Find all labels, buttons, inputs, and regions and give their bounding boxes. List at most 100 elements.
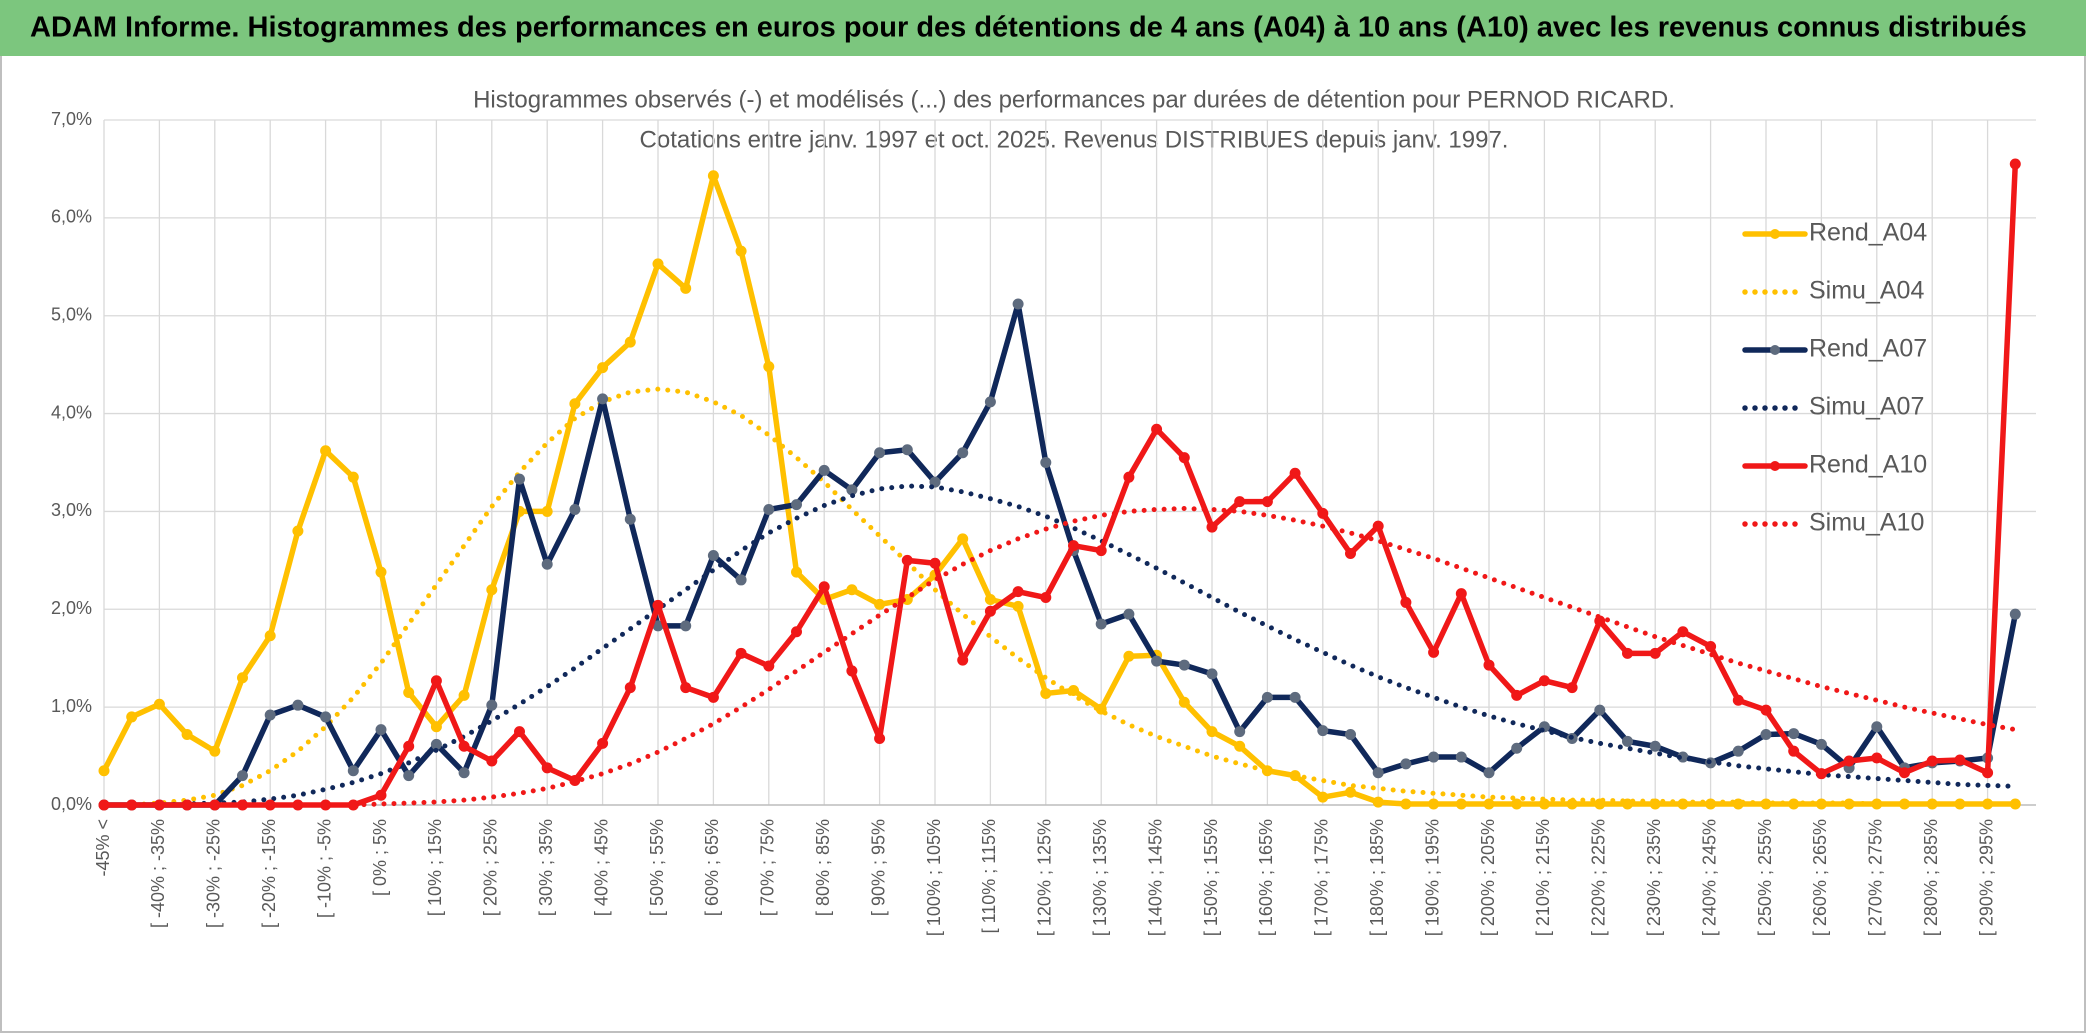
- x-tick-label: [ 40% ; 45%: [591, 819, 611, 916]
- data-point: [430, 721, 442, 733]
- data-point: [292, 525, 304, 537]
- data-point: [1345, 729, 1356, 741]
- data-point: [1123, 650, 1135, 662]
- data-point: [1511, 798, 1523, 810]
- x-tick-label: [ 210% ; 215%: [1533, 819, 1553, 936]
- legend: Rend_A04 Simu_A04 Rend_A07 Simu_A07 Rend_A10…: [1742, 219, 1927, 537]
- data-point: [1622, 735, 1633, 747]
- data-point: [1178, 452, 1190, 464]
- data-point: [430, 675, 442, 687]
- x-tick-label: [ 30% ; 35%: [536, 819, 556, 916]
- data-point: [237, 672, 248, 684]
- data-point: [2009, 158, 2021, 170]
- data-point: [763, 660, 775, 672]
- y-tick-label: 5,0%: [51, 304, 92, 324]
- data-point: [541, 505, 553, 517]
- x-tick-label: [ 240% ; 245%: [1699, 819, 1719, 936]
- data-point: [1151, 655, 1163, 667]
- data-point: [1511, 742, 1523, 754]
- data-point: [957, 447, 969, 459]
- legend-label: Simu_A04: [1809, 277, 1924, 305]
- data-point: [1289, 691, 1301, 703]
- data-point: [264, 709, 276, 721]
- data-point: [375, 724, 387, 736]
- data-point: [1428, 798, 1440, 810]
- data-point: [1788, 728, 1800, 740]
- legend-label: Rend_A04: [1809, 219, 1927, 247]
- data-point: [1732, 745, 1744, 757]
- data-point: [1732, 694, 1744, 706]
- data-point: [763, 503, 775, 515]
- x-tick-label: [ 60% ; 65%: [702, 819, 722, 916]
- data-point: [1400, 758, 1412, 770]
- data-point: [569, 503, 581, 515]
- x-tick-label: [ 80% ; 85%: [813, 819, 833, 916]
- data-point: [707, 170, 719, 182]
- data-point: [735, 574, 747, 586]
- legend-marker: [1770, 229, 1780, 239]
- data-point: [1234, 740, 1246, 752]
- data-point: [486, 699, 498, 711]
- data-point: [347, 471, 359, 483]
- data-point: [1649, 740, 1661, 752]
- data-point: [1234, 726, 1246, 738]
- series-line: [101, 386, 2018, 808]
- data-point: [1483, 798, 1495, 810]
- data-point: [98, 765, 110, 777]
- data-point: [1428, 751, 1440, 763]
- data-point: [1372, 796, 1384, 808]
- data-point: [1926, 755, 1938, 767]
- data-point: [680, 282, 692, 294]
- data-point: [1788, 745, 1800, 757]
- x-tick-label: [ 170% ; 175%: [1312, 819, 1332, 936]
- data-point: [901, 554, 913, 566]
- data-point: [458, 689, 470, 701]
- data-point: [1622, 647, 1633, 659]
- data-point: [874, 732, 886, 744]
- data-point: [652, 258, 664, 270]
- data-point: [237, 770, 248, 782]
- data-point: [458, 767, 470, 779]
- data-point: [957, 533, 969, 545]
- data-point: [1372, 767, 1384, 779]
- data-point: [514, 726, 525, 738]
- data-point: [1982, 767, 1994, 779]
- data-point: [320, 445, 332, 457]
- plot: [98, 158, 2021, 811]
- x-tick-label: [ 140% ; 145%: [1145, 819, 1165, 936]
- x-tick-label: [ -40% ; -35%: [148, 819, 168, 928]
- x-tick-label: [ 260% ; 265%: [1810, 819, 1830, 936]
- data-point: [1871, 752, 1883, 764]
- x-tick-label: [ 270% ; 275%: [1866, 819, 1886, 936]
- legend-label: Rend_A07: [1809, 335, 1927, 363]
- data-point: [1483, 659, 1495, 671]
- y-tick-label: 3,0%: [51, 500, 92, 520]
- x-tick-label: [ -30% ; -25%: [204, 819, 224, 928]
- data-point: [1538, 675, 1550, 687]
- chart-subtitle: Cotations entre janv. 1997 et oct. 2025.…: [640, 126, 1509, 153]
- data-point: [874, 447, 886, 459]
- data-point: [1068, 540, 1079, 552]
- data-point: [1400, 798, 1412, 810]
- data-point: [1843, 755, 1855, 767]
- data-point: [1206, 668, 1218, 680]
- x-tick-label: [ -10% ; -5%: [314, 819, 334, 918]
- data-point: [818, 464, 830, 476]
- data-point: [403, 686, 415, 698]
- x-tick-label: [ 100% ; 105%: [924, 819, 944, 936]
- data-point: [818, 581, 830, 593]
- data-point: [541, 762, 553, 774]
- data-point: [624, 336, 636, 348]
- data-point: [1455, 588, 1467, 600]
- data-point: [1040, 592, 1052, 604]
- data-point: [1954, 754, 1966, 766]
- data-point: [1345, 548, 1356, 560]
- chart-title: Histogrammes observés (-) et modélisés (…: [473, 86, 1675, 113]
- data-point: [1871, 721, 1883, 733]
- x-tick-label: [ 200% ; 205%: [1478, 819, 1498, 936]
- data-point: [347, 765, 359, 777]
- data-point: [1815, 738, 1827, 750]
- data-point: [375, 789, 387, 801]
- x-tick-label: [ 230% ; 235%: [1644, 819, 1664, 936]
